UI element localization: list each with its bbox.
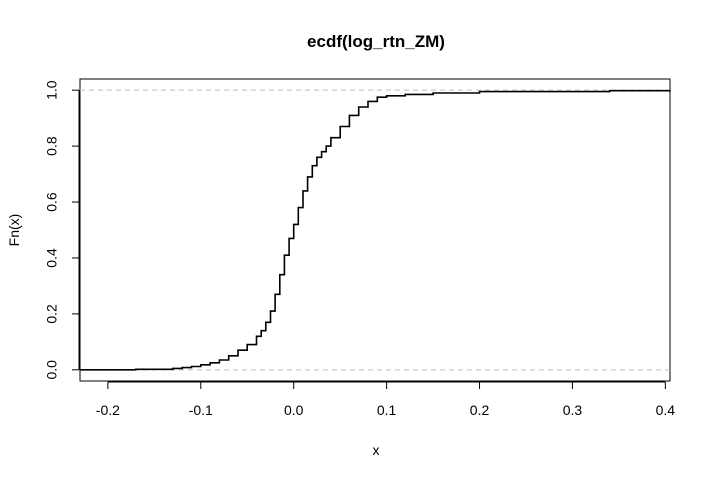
x-tick-label: 0.2 — [470, 402, 490, 418]
x-tick-label: 0.1 — [377, 402, 397, 418]
y-axis-label: Fn(x) — [6, 214, 22, 247]
y-tick-label: 0.2 — [44, 304, 60, 324]
x-axis-label: x — [373, 442, 380, 458]
ecdf-step-line — [80, 89, 671, 371]
plot-frame — [79, 78, 671, 382]
y-tick-label: 1.0 — [44, 80, 60, 100]
y-tick-label: 0.4 — [44, 248, 60, 268]
y-tick-label: 0.6 — [44, 192, 60, 212]
x-tick-label: -0.1 — [189, 402, 213, 418]
series-layer — [80, 89, 671, 371]
chart-title: ecdf(log_rtn_ZM) — [307, 32, 445, 51]
y-tick-label: 0.0 — [44, 360, 60, 380]
x-tick-label: 0.4 — [656, 402, 676, 418]
y-tick-label: 0.8 — [44, 136, 60, 156]
reference-lines — [80, 89, 670, 371]
x-tick-label: 0.3 — [563, 402, 583, 418]
x-axis: -0.2 -0.1 0.0 0.1 0.2 0.3 0.4 — [96, 381, 676, 418]
x-tick-label: -0.2 — [96, 402, 120, 418]
x-tick-label: 0.0 — [284, 402, 304, 418]
y-axis: 0.0 0.2 0.4 0.6 0.8 1.0 — [44, 80, 80, 380]
